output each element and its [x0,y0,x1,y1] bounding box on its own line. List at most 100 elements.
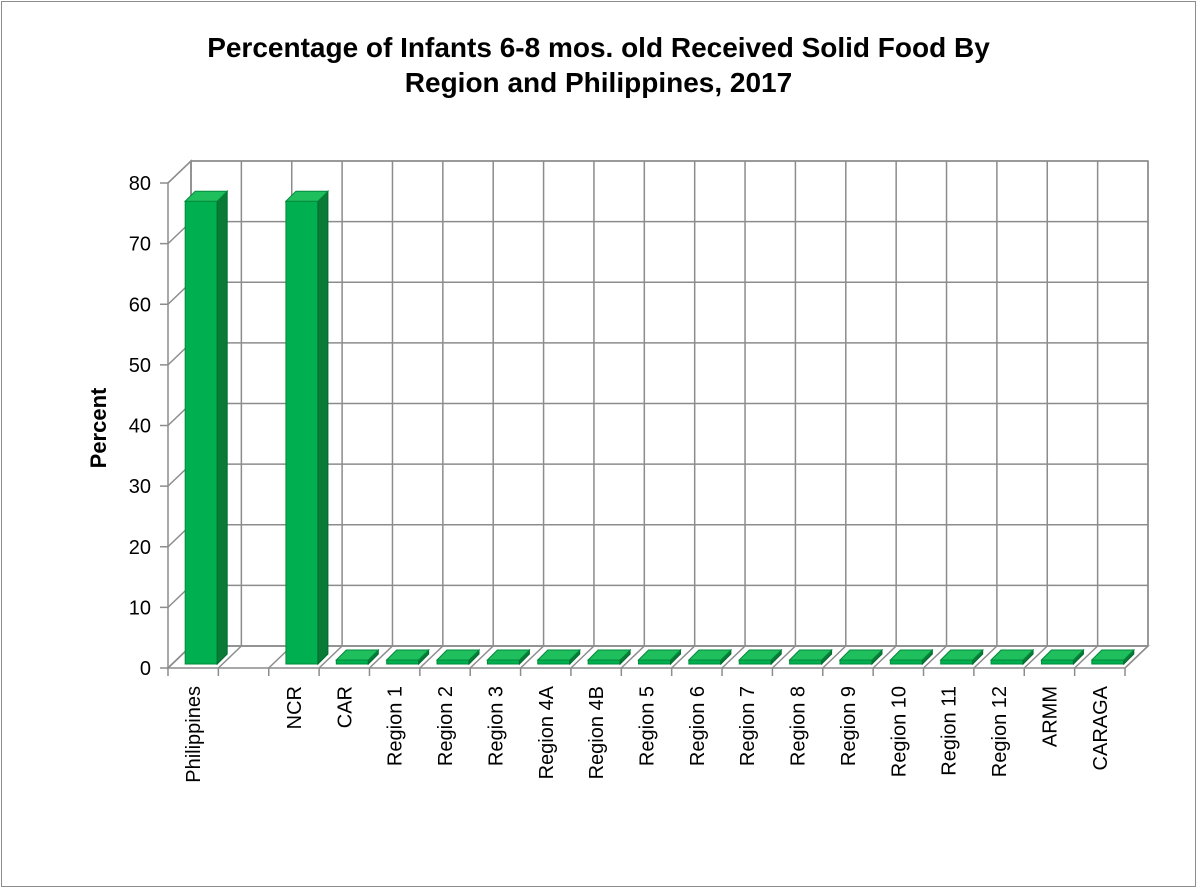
bar-front [940,659,974,665]
bar [284,189,330,666]
floor-divider [318,645,343,669]
chart-title-line-1: Percentage of Infants 6-8 mos. old Recei… [207,32,990,63]
bar-front [537,659,571,665]
bar-top [536,649,581,661]
bar-top [637,649,682,661]
bar-side [317,189,329,666]
y-tick-label: 20 [129,537,151,559]
y-axis-label: Percent [86,387,111,468]
x-tick-label: Region 1 [385,686,407,766]
bar [889,648,934,666]
floor-divider [721,645,746,669]
bar-top [486,649,531,661]
bar-top [989,649,1035,661]
x-tick-label: ARMM [1039,686,1061,747]
x-tick-label: Region 10 [888,686,910,777]
bar [335,648,380,666]
bar-front [1040,659,1074,665]
bar-top [385,649,430,661]
floor-divider [520,645,545,669]
x-tick-label: Region 3 [485,686,507,766]
x-tick-label: Region 12 [989,686,1011,777]
x-tick-label: CAR [334,686,356,728]
chart-title: Percentage of Infants 6-8 mos. old Recei… [0,30,1197,100]
bar-top [284,190,330,202]
bar-front [1091,659,1125,665]
bar [385,648,430,666]
bar [183,189,229,666]
floor-divider [368,645,393,669]
x-tick-label: CARAGA [1090,685,1112,770]
y-axis-ticks: 0 10 20 30 40 50 60 70 80 [129,173,168,680]
bar-top [183,190,229,202]
bar-top [939,649,984,661]
y-tick-label: 10 [129,597,151,619]
bar-front [990,659,1024,665]
y-tick-label: 0 [140,658,151,680]
bar-top [435,649,481,661]
x-tick-label: NCR [284,686,306,729]
x-axis-ticks: Philippines NCR CAR Region 1 Region 2 Region … [167,668,1126,783]
bar-front [386,659,420,665]
x-tick-label: Philippines [183,686,205,783]
x-tick-label: Region 2 [435,686,457,766]
bar [1090,648,1136,666]
bar-top [335,649,380,661]
floor-divider [570,645,595,669]
chart-title-line-2: Region and Philippines, 2017 [404,67,793,98]
x-tick-label: Region 7 [737,686,759,766]
y-tick-label: 50 [129,355,151,377]
bar-front [436,659,470,665]
floor-divider [872,645,897,669]
floor-divider [973,645,998,669]
x-tick-label: Region 9 [838,686,860,766]
x-tick-label: Region 4B [586,686,608,779]
bar-front [688,659,722,665]
bar-front [587,659,621,665]
bar-side [216,189,228,666]
floor-divider [419,645,444,669]
chart-gridlines [167,160,1149,669]
bar-top [687,649,733,661]
bar [939,648,984,666]
bar-front [839,659,873,665]
bar-top [838,649,884,661]
floor-divider [620,645,645,669]
bar-top [788,649,833,661]
bar-front [486,659,520,665]
bar-front [184,200,218,665]
y-tick-label: 40 [129,416,151,438]
y-tick-label: 80 [129,173,151,195]
bar [989,648,1035,666]
bar [687,648,733,666]
bar-top [1040,649,1085,661]
x-tick-label: Region 5 [637,686,659,766]
floor-divider [217,645,242,669]
floor-divider [1023,645,1048,669]
x-tick-label: Region 8 [788,686,810,766]
chart-bars [183,189,1136,666]
bar-front [285,200,319,665]
bar [738,648,783,666]
bar [486,648,531,666]
floor-divider [671,645,696,669]
bar [1040,648,1085,666]
y-tick-label: 60 [129,294,151,316]
bar [536,648,581,666]
floor-divider [822,645,847,669]
x-tick-label: Region 4A [536,685,558,779]
bar-front [335,659,369,665]
bar [838,648,884,666]
bar-front [738,659,772,665]
bar [788,648,833,666]
bar [435,648,481,666]
bar-front [889,659,923,665]
y-tick-label: 70 [129,234,151,256]
bar-top [586,649,632,661]
bar-top [738,649,783,661]
bar-top [889,649,934,661]
gridline-side [167,160,192,184]
floor-divider [469,645,494,669]
floor-divider [1074,645,1099,669]
